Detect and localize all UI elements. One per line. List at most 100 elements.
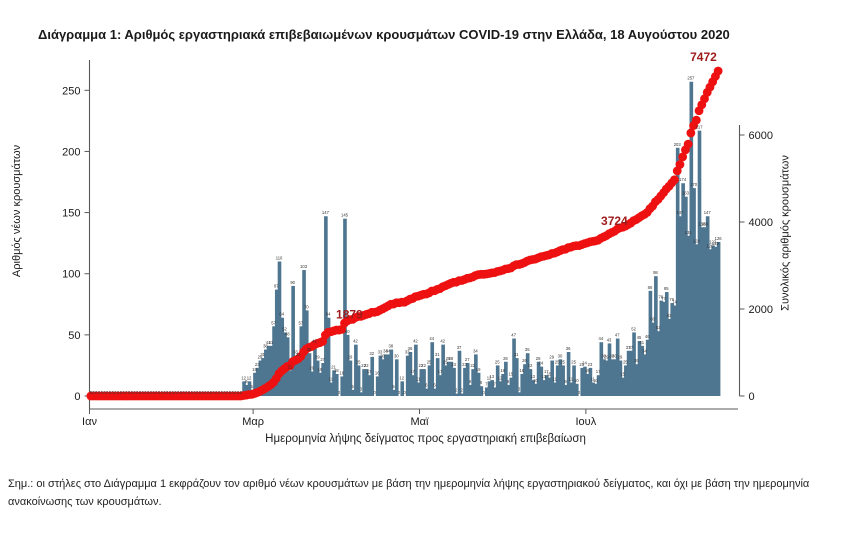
svg-text:23: 23 [255, 362, 260, 367]
svg-text:42: 42 [440, 339, 445, 344]
svg-text:35: 35 [307, 347, 312, 352]
svg-text:110: 110 [276, 255, 283, 260]
svg-text:15: 15 [547, 372, 552, 377]
svg-text:126: 126 [715, 236, 723, 241]
svg-text:174: 174 [679, 177, 687, 182]
svg-text:100: 100 [62, 269, 80, 281]
svg-text:60: 60 [650, 317, 655, 322]
svg-text:23: 23 [588, 362, 593, 367]
svg-text:131: 131 [685, 230, 693, 235]
svg-text:31: 31 [260, 352, 265, 357]
svg-text:42: 42 [353, 339, 358, 344]
svg-text:18: 18 [519, 368, 524, 373]
svg-text:13: 13 [489, 374, 494, 379]
svg-text:147: 147 [322, 210, 330, 215]
svg-text:18: 18 [585, 368, 590, 373]
svg-text:37: 37 [629, 345, 634, 350]
svg-text:103: 103 [300, 264, 308, 269]
svg-text:11: 11 [569, 377, 574, 382]
svg-text:15: 15 [620, 372, 625, 377]
svg-text:203: 203 [674, 142, 682, 147]
svg-text:147: 147 [676, 210, 684, 215]
svg-text:17: 17 [410, 369, 415, 374]
svg-text:25: 25 [560, 359, 565, 364]
svg-text:31: 31 [296, 352, 301, 357]
svg-text:46: 46 [645, 334, 650, 339]
svg-text:257: 257 [687, 76, 695, 81]
svg-text:63: 63 [667, 313, 672, 318]
svg-text:Αριθμός νέων κρουσμάτων: Αριθμός νέων κρουσμάτων [11, 144, 23, 277]
svg-text:27: 27 [465, 357, 470, 362]
svg-text:10: 10 [593, 378, 598, 383]
svg-text:26: 26 [634, 358, 639, 363]
svg-text:11: 11 [329, 377, 334, 382]
svg-text:17: 17 [367, 369, 372, 374]
svg-text:41: 41 [639, 340, 644, 345]
svg-text:41: 41 [269, 340, 274, 345]
svg-text:50: 50 [345, 329, 350, 334]
svg-text:19: 19 [318, 367, 323, 372]
svg-text:34: 34 [473, 348, 478, 353]
svg-text:38: 38 [389, 344, 394, 349]
svg-text:18: 18 [500, 368, 505, 373]
svg-text:163: 163 [682, 191, 690, 196]
svg-text:22: 22 [364, 363, 369, 368]
svg-text:124: 124 [693, 238, 701, 243]
svg-text:25: 25 [427, 359, 432, 364]
svg-text:34: 34 [386, 348, 391, 353]
svg-text:6000: 6000 [749, 130, 773, 142]
svg-text:57: 57 [299, 320, 304, 325]
svg-text:25: 25 [495, 359, 500, 364]
svg-text:2000: 2000 [749, 304, 773, 316]
svg-text:10: 10 [533, 378, 538, 383]
svg-text:Ιουλ: Ιουλ [576, 416, 597, 428]
svg-text:122: 122 [712, 241, 720, 246]
svg-text:52: 52 [631, 326, 636, 331]
svg-text:150: 150 [62, 208, 80, 220]
svg-text:Ιαν: Ιαν [82, 416, 97, 428]
svg-text:12: 12 [498, 375, 503, 380]
svg-text:27: 27 [320, 357, 325, 362]
svg-text:31: 31 [514, 352, 519, 357]
svg-text:42: 42 [312, 339, 317, 344]
svg-text:43: 43 [607, 337, 612, 342]
svg-text:24: 24 [539, 361, 544, 366]
svg-text:98: 98 [653, 270, 658, 275]
svg-text:48: 48 [285, 331, 290, 336]
svg-text:20: 20 [309, 366, 314, 371]
svg-text:64: 64 [279, 312, 284, 317]
svg-text:7472: 7472 [690, 50, 717, 64]
svg-text:35: 35 [525, 347, 530, 352]
svg-text:53: 53 [656, 325, 661, 330]
svg-text:12: 12 [399, 375, 404, 380]
svg-text:87: 87 [274, 284, 279, 289]
svg-text:25: 25 [571, 359, 576, 364]
svg-text:36: 36 [566, 346, 571, 351]
svg-text:36: 36 [408, 346, 413, 351]
svg-text:70: 70 [304, 304, 309, 309]
svg-text:200: 200 [62, 146, 80, 158]
svg-text:16: 16 [339, 370, 344, 375]
svg-text:217: 217 [696, 125, 704, 130]
svg-text:50: 50 [68, 330, 80, 342]
svg-text:47: 47 [615, 333, 620, 338]
svg-text:29: 29 [348, 355, 353, 360]
svg-text:77: 77 [661, 296, 666, 301]
svg-text:25: 25 [623, 359, 628, 364]
svg-text:64: 64 [326, 312, 331, 317]
svg-text:1879: 1879 [336, 308, 363, 322]
svg-text:15: 15 [509, 372, 514, 377]
svg-text:170: 170 [690, 182, 698, 187]
svg-text:11: 11 [552, 377, 557, 382]
svg-text:4000: 4000 [749, 217, 773, 229]
svg-text:Μαρ: Μαρ [242, 416, 264, 428]
svg-text:147: 147 [704, 210, 712, 215]
svg-text:16: 16 [375, 370, 380, 375]
svg-text:145: 145 [341, 213, 349, 218]
svg-text:42: 42 [413, 339, 418, 344]
svg-text:31: 31 [435, 352, 440, 357]
svg-text:44: 44 [429, 336, 434, 341]
svg-text:22: 22 [528, 363, 533, 368]
svg-text:86: 86 [648, 285, 653, 290]
svg-text:Μαϊ: Μαϊ [411, 416, 430, 428]
